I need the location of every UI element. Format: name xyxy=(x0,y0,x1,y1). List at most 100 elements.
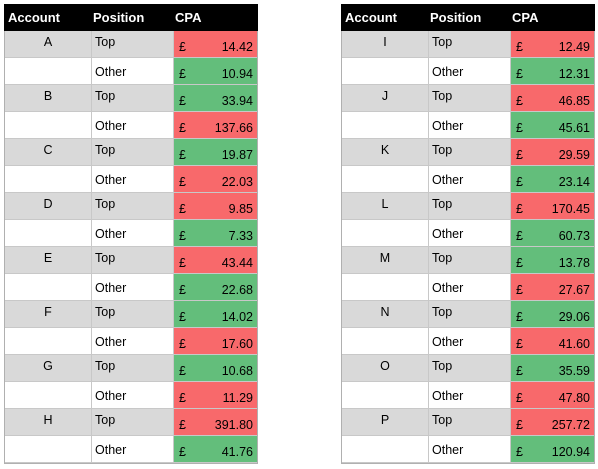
header-cpa: CPA xyxy=(512,10,539,25)
cpa-value: 11.29 xyxy=(222,391,253,405)
position-cell: Other xyxy=(428,166,510,192)
header-account: Account xyxy=(8,10,60,25)
account-cell xyxy=(342,274,428,300)
currency-symbol: £ xyxy=(516,40,523,54)
cpa-value: 47.80 xyxy=(558,391,590,405)
position-cell: Top xyxy=(91,247,173,273)
table-row: O Top £35.59 xyxy=(342,355,594,382)
cpa-cell: £11.29 xyxy=(173,382,257,408)
currency-symbol: £ xyxy=(179,40,186,54)
cpa-cell: £120.94 xyxy=(510,436,594,462)
currency-symbol: £ xyxy=(516,445,523,459)
table-row: G Top £10.68 xyxy=(5,355,257,382)
table-row: N Top £29.06 xyxy=(342,301,594,328)
account-cell xyxy=(342,58,428,84)
table-row: M Top £13.78 xyxy=(342,247,594,274)
cpa-cell: £391.80 xyxy=(173,409,257,435)
position-cell: Other xyxy=(91,328,173,354)
currency-symbol: £ xyxy=(516,175,523,189)
cpa-value: 391.80 xyxy=(214,418,253,432)
account-cell: B xyxy=(5,85,91,111)
cpa-value: 41.60 xyxy=(558,337,590,351)
currency-symbol: £ xyxy=(516,310,523,324)
table-body: A Top £14.42 Other £10.94 B Top £33.94 Other £137… xyxy=(4,31,258,464)
cpa-cell: £13.78 xyxy=(510,247,594,273)
table-row: Other £12.31 xyxy=(342,58,594,85)
account-cell xyxy=(5,382,91,408)
account-cell xyxy=(342,328,428,354)
cpa-cell: £47.80 xyxy=(510,382,594,408)
cpa-table-left: Account Position CPA A Top £14.42 Other £10.… xyxy=(4,4,258,464)
cpa-cell: £12.31 xyxy=(510,58,594,84)
account-cell: A xyxy=(5,31,91,57)
account-cell: M xyxy=(342,247,428,273)
currency-symbol: £ xyxy=(516,364,523,378)
table-row: Other £137.66 xyxy=(5,112,257,139)
cpa-cell: £29.06 xyxy=(510,301,594,327)
cpa-value: 10.68 xyxy=(221,364,253,378)
account-cell: N xyxy=(342,301,428,327)
currency-symbol: £ xyxy=(179,202,186,216)
currency-symbol: £ xyxy=(516,283,523,297)
cpa-value: 45.61 xyxy=(558,121,590,135)
cpa-value: 14.42 xyxy=(221,40,253,54)
table-row: H Top £391.80 xyxy=(5,409,257,436)
table-row: Other £27.67 xyxy=(342,274,594,301)
account-cell: O xyxy=(342,355,428,381)
account-cell xyxy=(342,436,428,462)
cpa-cell: £29.59 xyxy=(510,139,594,165)
cpa-cell: £19.87 xyxy=(173,139,257,165)
currency-symbol: £ xyxy=(179,256,186,270)
table-row: Other £23.14 xyxy=(342,166,594,193)
currency-symbol: £ xyxy=(179,175,186,189)
position-cell: Top xyxy=(91,139,173,165)
currency-symbol: £ xyxy=(516,256,523,270)
cpa-cell: £35.59 xyxy=(510,355,594,381)
cpa-cell: £14.02 xyxy=(173,301,257,327)
account-cell: I xyxy=(342,31,428,57)
table-body: I Top £12.49 Other £12.31 J Top £46.85 Other £45.… xyxy=(341,31,595,464)
cpa-cell: £10.68 xyxy=(173,355,257,381)
cpa-value: 27.67 xyxy=(558,283,590,297)
account-cell xyxy=(5,274,91,300)
cpa-cell: £60.73 xyxy=(510,220,594,246)
table-row: Other £60.73 xyxy=(342,220,594,247)
cpa-value: 120.94 xyxy=(551,445,590,459)
account-cell: K xyxy=(342,139,428,165)
cpa-table-right: Account Position CPA I Top £12.49 Other £12.… xyxy=(341,4,595,464)
cpa-value: 10.94 xyxy=(221,67,253,81)
cpa-cell: £137.66 xyxy=(173,112,257,138)
position-cell: Other xyxy=(91,274,173,300)
cpa-cell: £22.03 xyxy=(173,166,257,192)
account-cell: L xyxy=(342,193,428,219)
table-row: L Top £170.45 xyxy=(342,193,594,220)
account-cell xyxy=(5,220,91,246)
table-header: Account Position CPA xyxy=(4,4,258,31)
cpa-cell: £41.60 xyxy=(510,328,594,354)
currency-symbol: £ xyxy=(516,418,523,432)
position-cell: Top xyxy=(91,85,173,111)
cpa-cell: £33.94 xyxy=(173,85,257,111)
table-row: A Top £14.42 xyxy=(5,31,257,58)
position-cell: Other xyxy=(91,112,173,138)
position-cell: Top xyxy=(91,355,173,381)
position-cell: Other xyxy=(91,58,173,84)
position-cell: Other xyxy=(428,382,510,408)
position-cell: Top xyxy=(428,355,510,381)
position-cell: Top xyxy=(428,193,510,219)
cpa-value: 170.45 xyxy=(551,202,590,216)
currency-symbol: £ xyxy=(179,148,186,162)
currency-symbol: £ xyxy=(179,445,186,459)
currency-symbol: £ xyxy=(516,148,523,162)
cpa-value: 33.94 xyxy=(221,94,253,108)
cpa-value: 19.87 xyxy=(221,148,253,162)
currency-symbol: £ xyxy=(179,67,186,81)
position-cell: Top xyxy=(428,301,510,327)
position-cell: Other xyxy=(91,436,173,462)
table-row: I Top £12.49 xyxy=(342,31,594,58)
currency-symbol: £ xyxy=(179,310,186,324)
position-cell: Other xyxy=(428,274,510,300)
table-row: Other £17.60 xyxy=(5,328,257,355)
cpa-value: 35.59 xyxy=(558,364,590,378)
cpa-value: 12.31 xyxy=(558,67,590,81)
